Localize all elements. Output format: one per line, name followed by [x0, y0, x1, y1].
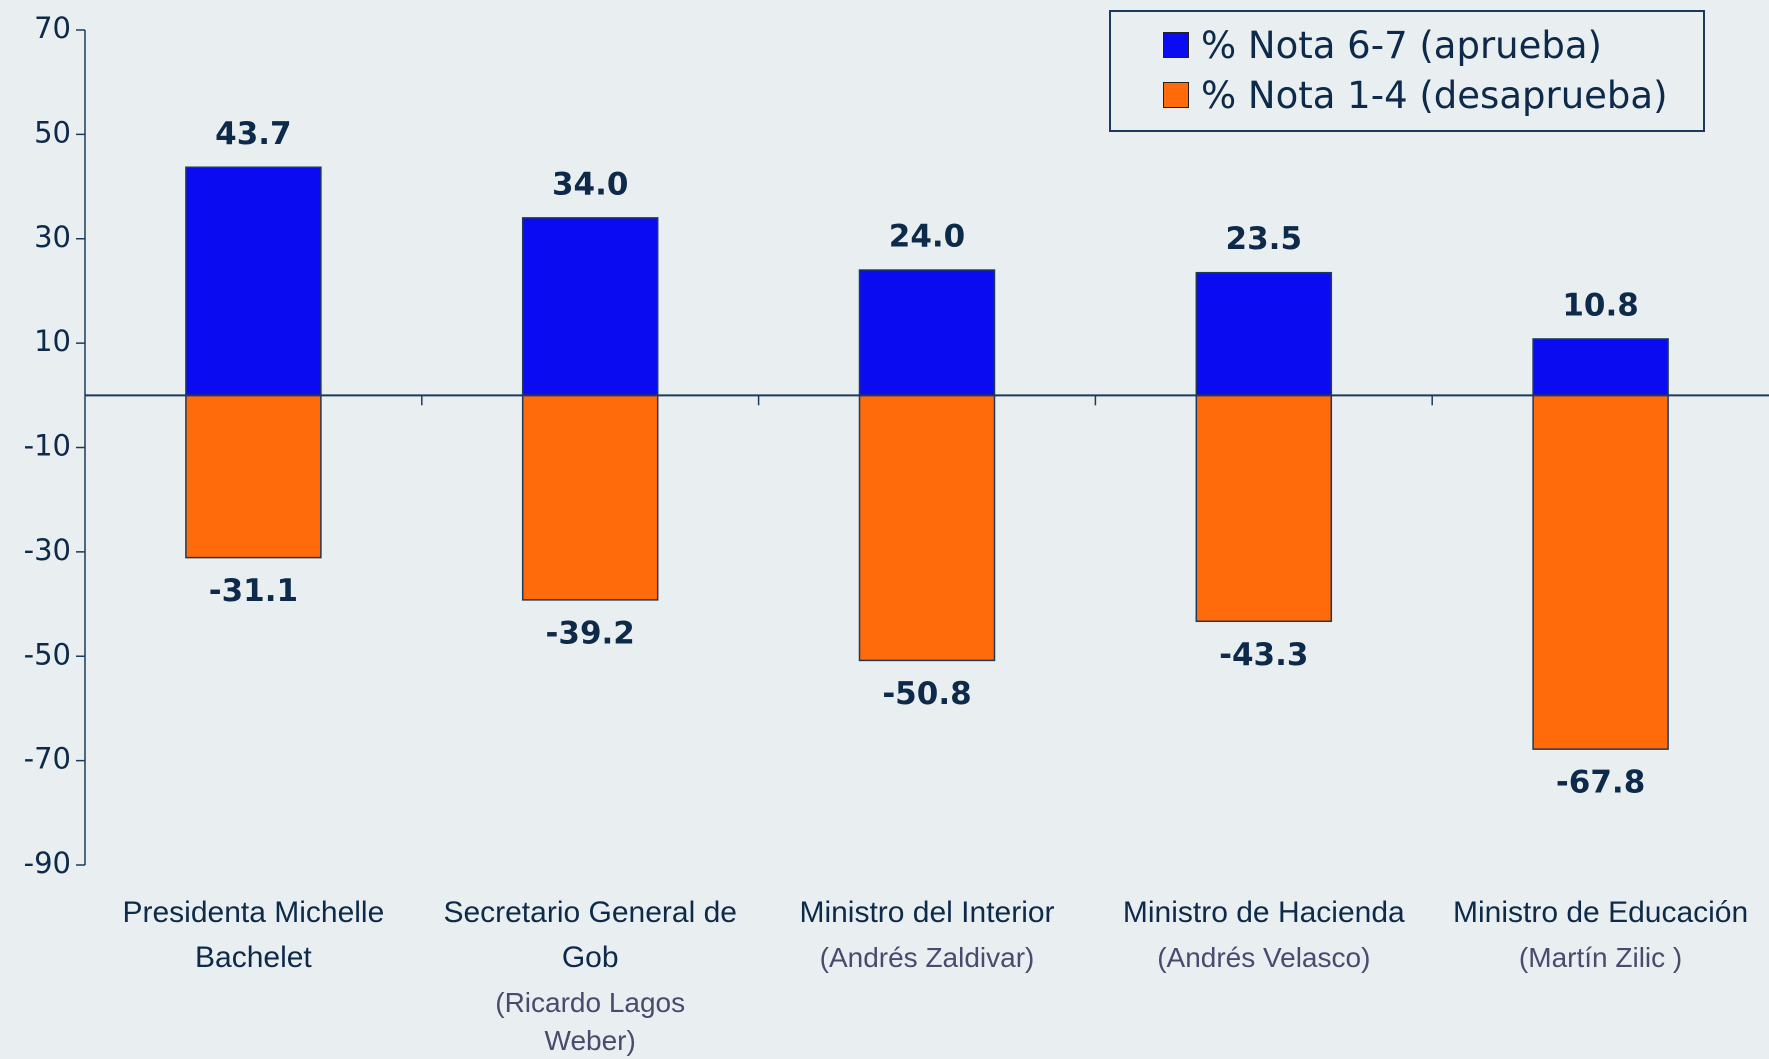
value-label: -50.8 — [882, 676, 971, 712]
x-tick-label: Secretario General de Gob — [443, 896, 737, 974]
x-tick-label: Ministro de Hacienda — [1122, 896, 1405, 929]
category-label-group: Ministro de Educación (Martín Zilic ) — [1436, 890, 1766, 977]
value-label: 23.5 — [1226, 221, 1303, 257]
bar — [858, 269, 996, 397]
legend-label: % Nota 1-4 (desaprueba) — [1201, 73, 1668, 117]
y-tick-label: -10 — [24, 429, 71, 463]
bar — [1195, 271, 1333, 397]
x-tick-label: Ministro de Educación — [1453, 896, 1749, 929]
bar — [858, 394, 996, 662]
legend: % Nota 6-7 (aprueba) % Nota 1-4 (desaprue… — [1109, 10, 1705, 132]
bar — [185, 166, 322, 397]
legend-item: % Nota 6-7 (aprueba) — [1163, 20, 1703, 70]
value-label: 34.0 — [552, 166, 629, 202]
bar — [1532, 394, 1669, 750]
bar — [1195, 394, 1333, 623]
category-label-group: Presidenta Michelle Bachelet — [88, 890, 418, 980]
category-label-group: Secretario General de Gob (Ricardo Lagos … — [425, 890, 755, 1059]
y-tick-label: -90 — [24, 846, 71, 880]
bar — [1532, 338, 1669, 397]
value-label: 24.0 — [889, 219, 966, 255]
value-label: -67.8 — [1556, 765, 1645, 801]
y-tick-label: -30 — [24, 533, 71, 567]
category-label-group: Ministro de Hacienda (Andrés Velasco) — [1099, 890, 1429, 977]
category-note: (Ricardo Lagos Weber) — [495, 987, 686, 1056]
value-label: -43.3 — [1219, 637, 1308, 673]
legend-item: % Nota 1-4 (desaprueba) — [1163, 70, 1703, 120]
legend-swatch — [1163, 32, 1189, 58]
y-tick-label: 70 — [34, 11, 71, 45]
y-tick-label: -50 — [24, 637, 71, 671]
legend-swatch — [1163, 82, 1189, 108]
category-note: (Andrés Velasco) — [1157, 942, 1371, 973]
value-label: -39.2 — [546, 615, 635, 651]
bar — [521, 217, 659, 397]
legend-label: % Nota 6-7 (aprueba) — [1201, 23, 1602, 67]
bar — [185, 394, 322, 559]
value-label: 43.7 — [215, 116, 292, 152]
x-tick-label: Ministro del Interior — [799, 896, 1055, 929]
category-note: (Andrés Zaldivar) — [819, 942, 1035, 973]
bar — [521, 394, 659, 601]
value-label: -31.1 — [209, 573, 298, 609]
y-tick-label: 10 — [34, 324, 71, 358]
y-tick-label: 30 — [34, 220, 71, 254]
y-tick-label: -70 — [24, 742, 71, 776]
category-note: (Martín Zilic ) — [1518, 942, 1683, 973]
x-tick-label: Presidenta Michelle Bachelet — [122, 896, 385, 974]
value-label: 10.8 — [1562, 287, 1639, 323]
y-tick-label: 50 — [34, 115, 71, 149]
category-label-group: Ministro del Interior (Andrés Zaldivar) — [762, 890, 1092, 977]
